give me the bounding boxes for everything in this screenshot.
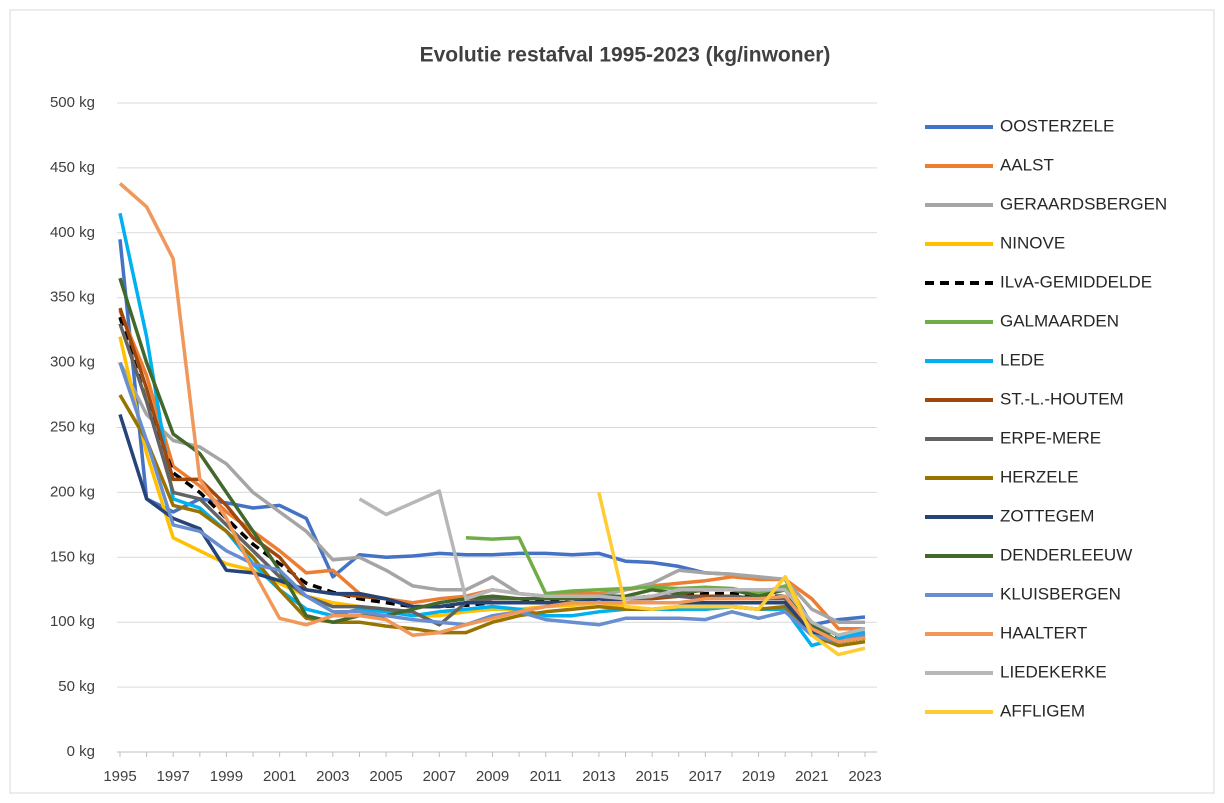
y-tick-label: 100 kg <box>50 613 95 630</box>
x-tick-label: 2007 <box>423 768 456 785</box>
x-tick-label: 1995 <box>103 768 136 785</box>
chart-title: Evolutie restafval 1995-2023 (kg/inwoner… <box>420 44 831 67</box>
series-line <box>118 182 866 644</box>
x-tick-label: 2023 <box>848 768 881 785</box>
x-tick-label: 2001 <box>263 768 296 785</box>
legend-label: NINOVE <box>1000 233 1065 252</box>
legend-label: AALST <box>1000 155 1054 174</box>
y-tick-label: 200 kg <box>50 483 95 500</box>
legend-label: GALMAARDEN <box>1000 311 1119 330</box>
legend-label: ST.-L.-HOUTEM <box>1000 389 1124 408</box>
series-line <box>118 362 866 644</box>
series-line <box>118 277 866 644</box>
x-tick-label: 2015 <box>635 768 668 785</box>
legend-label: HERZELE <box>1000 467 1078 486</box>
x-tick-label: 2021 <box>795 768 828 785</box>
legend-label: ERPE-MERE <box>1000 428 1101 447</box>
legend-label: OOSTERZELE <box>1000 116 1114 135</box>
x-tick-label: 2003 <box>316 768 349 785</box>
x-tick-label: 1997 <box>157 768 190 785</box>
x-tick-label: 2005 <box>369 768 402 785</box>
legend-label: KLUISBERGEN <box>1000 584 1121 603</box>
x-tick-label: 2011 <box>530 768 562 785</box>
y-tick-label: 50 kg <box>58 678 95 695</box>
y-tick-label: 500 kg <box>50 94 95 111</box>
y-tick-label: 450 kg <box>50 159 95 176</box>
y-tick-label: 0 kg <box>67 743 95 760</box>
x-tick-label: 1999 <box>210 768 243 785</box>
y-tick-label: 250 kg <box>50 418 95 435</box>
chart-frame <box>9 9 1215 794</box>
series-line <box>358 489 866 637</box>
y-tick-label: 300 kg <box>50 354 95 371</box>
x-tick-label: 2009 <box>476 768 509 785</box>
y-tick-label: 400 kg <box>50 224 95 241</box>
y-tick-label: 350 kg <box>50 289 95 306</box>
y-tick-label: 150 kg <box>50 548 95 565</box>
x-tick-label: 2019 <box>742 768 775 785</box>
legend-label: LIEDEKERKE <box>1000 662 1107 681</box>
x-tick-label: 2017 <box>689 768 722 785</box>
legend-label: GERAARDSBERGEN <box>1000 194 1167 213</box>
series-line <box>118 413 866 644</box>
legend-label: AFFLIGEM <box>1000 701 1085 720</box>
legend-label: ILvA-GEMIDDELDE <box>1000 272 1152 291</box>
series-line <box>597 492 866 657</box>
legend-label: DENDERLEEUW <box>1000 545 1132 564</box>
legend-label: HAALTERT <box>1000 623 1087 642</box>
legend-label: LEDE <box>1000 350 1044 369</box>
legend-label: ZOTTEGEM <box>1000 506 1094 525</box>
series-line <box>118 361 865 624</box>
x-tick-label: 2013 <box>582 768 615 785</box>
